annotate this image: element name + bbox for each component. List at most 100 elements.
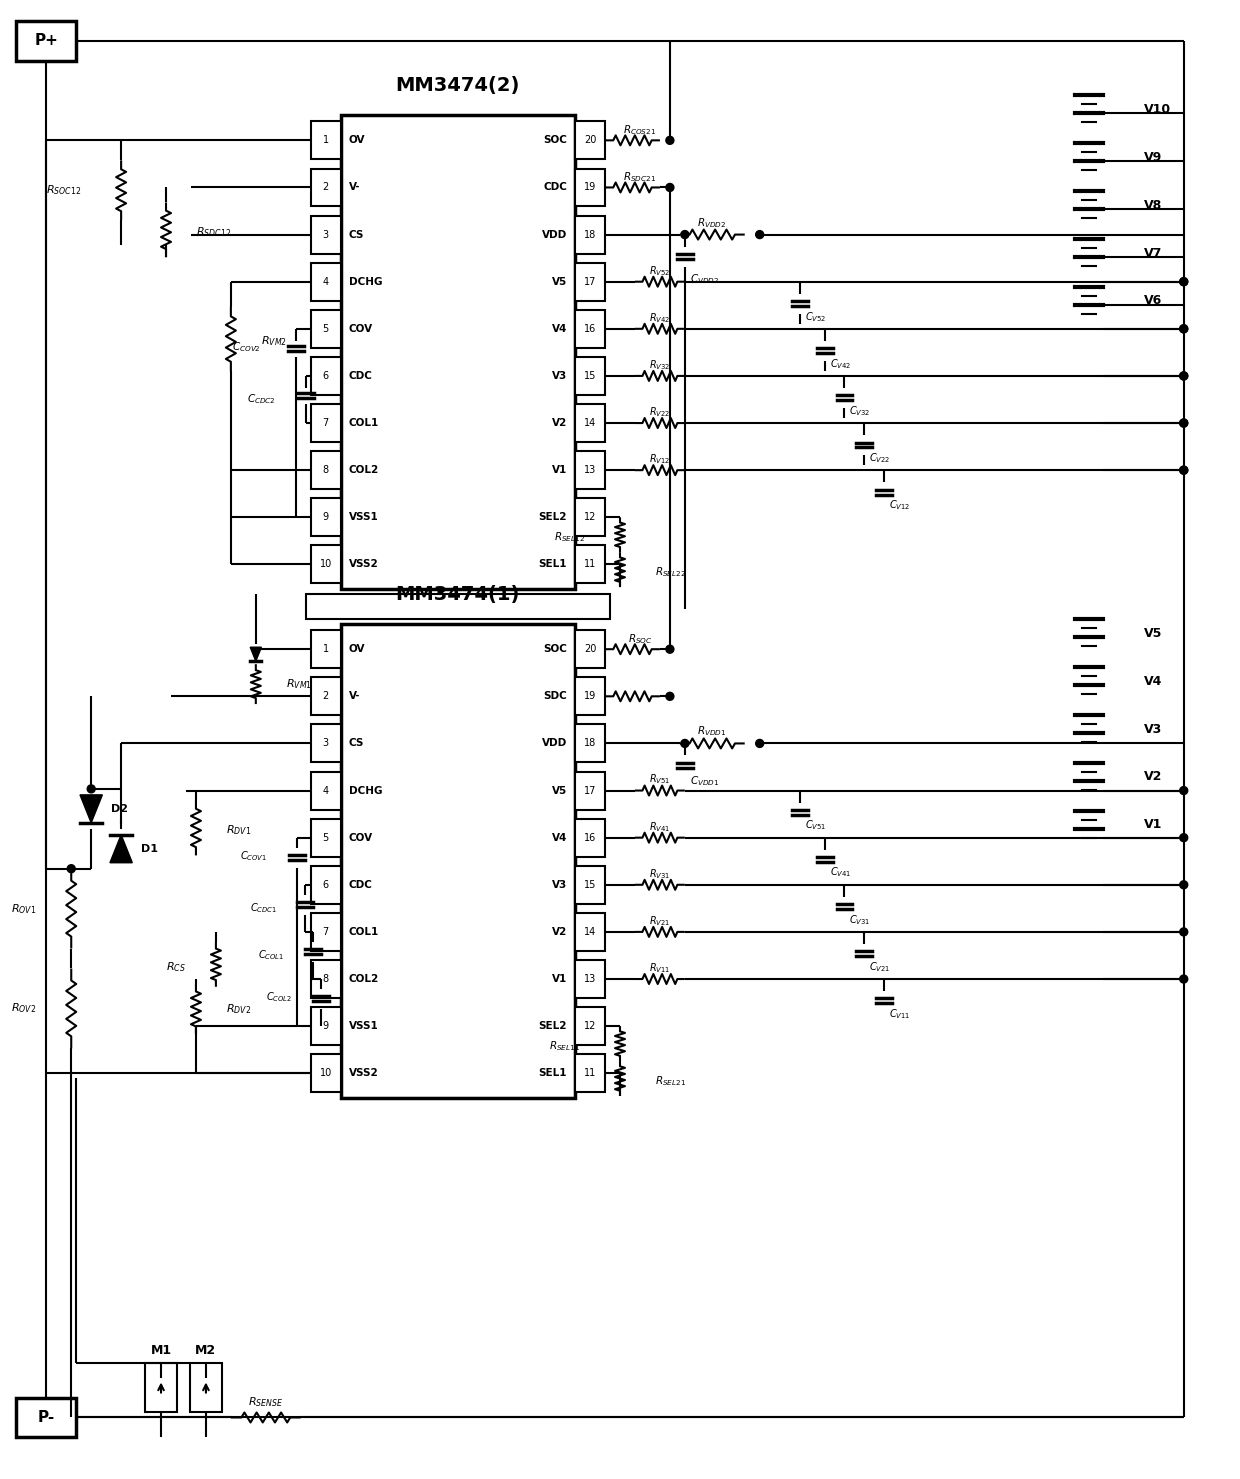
Text: V1: V1 (552, 466, 567, 475)
Text: CS: CS (348, 738, 365, 748)
Polygon shape (250, 648, 262, 661)
Text: 12: 12 (584, 512, 596, 522)
Text: $C_{V22}$: $C_{V22}$ (869, 451, 890, 464)
Text: 1: 1 (322, 645, 329, 654)
Text: SEL2: SEL2 (538, 1021, 567, 1031)
Text: $R_{OV1}$: $R_{OV1}$ (11, 902, 36, 916)
Bar (341, 115, 575, 589)
Text: COL1: COL1 (348, 419, 379, 427)
Text: VDD: VDD (542, 229, 567, 240)
Bar (575, 121, 605, 160)
Text: $C_{COL1}$: $C_{COL1}$ (258, 948, 285, 963)
Text: COV: COV (348, 324, 373, 334)
Text: COL1: COL1 (348, 927, 379, 936)
Bar (16, 1398, 76, 1438)
Text: V-: V- (348, 182, 360, 192)
Text: 2: 2 (322, 182, 329, 192)
Bar (575, 725, 605, 762)
Circle shape (1179, 325, 1188, 333)
Bar (311, 216, 341, 253)
Bar (575, 546, 605, 583)
Text: $R_{SOC12}$: $R_{SOC12}$ (46, 183, 81, 197)
Circle shape (67, 865, 76, 873)
Text: M2: M2 (196, 1344, 217, 1358)
Text: $C_{V21}$: $C_{V21}$ (869, 960, 890, 973)
Text: $R_{SENSE}$: $R_{SENSE}$ (248, 1396, 284, 1409)
Bar (311, 630, 341, 669)
Text: OV: OV (348, 645, 365, 654)
Bar (575, 356, 605, 395)
Text: COV: COV (348, 833, 373, 843)
Text: 13: 13 (584, 466, 596, 475)
Text: $C_{V42}$: $C_{V42}$ (830, 356, 851, 371)
Bar (575, 1007, 605, 1046)
Bar (575, 263, 605, 300)
Text: CS: CS (348, 229, 365, 240)
Text: MM3474(1): MM3474(1) (396, 584, 520, 603)
Text: 1: 1 (322, 136, 329, 145)
Bar (575, 630, 605, 669)
Circle shape (1179, 466, 1188, 475)
Bar (311, 404, 341, 442)
Circle shape (681, 231, 689, 238)
Text: 14: 14 (584, 927, 596, 936)
Text: CDC: CDC (543, 182, 567, 192)
Bar (311, 311, 341, 348)
Bar (575, 311, 605, 348)
Text: $R_{OV2}$: $R_{OV2}$ (11, 1001, 36, 1015)
Text: 7: 7 (322, 927, 329, 936)
Text: 5: 5 (322, 833, 329, 843)
Text: $R_{DV2}$: $R_{DV2}$ (226, 1003, 250, 1016)
Bar (341, 624, 575, 1099)
Text: 5: 5 (322, 324, 329, 334)
Text: $R_{V51}$: $R_{V51}$ (650, 772, 671, 787)
Bar (311, 169, 341, 207)
Bar (311, 1055, 341, 1092)
Text: P+: P+ (35, 33, 58, 49)
Text: 8: 8 (322, 975, 329, 984)
Bar (575, 451, 605, 490)
Text: $R_{V52}$: $R_{V52}$ (650, 263, 671, 278)
Text: $R_{V21}$: $R_{V21}$ (650, 914, 671, 927)
Text: V4: V4 (1143, 674, 1162, 688)
Bar (311, 865, 341, 904)
Bar (311, 451, 341, 490)
Text: V3: V3 (552, 880, 567, 890)
Text: 8: 8 (322, 466, 329, 475)
Text: SEL1: SEL1 (538, 559, 567, 569)
Text: $R_{VDD2}$: $R_{VDD2}$ (697, 216, 727, 229)
Bar (575, 865, 605, 904)
Text: $R_{V22}$: $R_{V22}$ (650, 405, 671, 419)
Bar (575, 772, 605, 809)
Bar (190, 1362, 222, 1412)
Circle shape (1179, 419, 1188, 427)
Bar (311, 263, 341, 300)
Text: DCHG: DCHG (348, 785, 382, 796)
Text: 4: 4 (322, 785, 329, 796)
Circle shape (1179, 466, 1188, 475)
Bar (311, 121, 341, 160)
Text: VSS2: VSS2 (348, 1068, 378, 1078)
Bar (145, 1362, 177, 1412)
Bar (575, 216, 605, 253)
Text: V4: V4 (552, 324, 567, 334)
Text: $C_{V52}$: $C_{V52}$ (805, 309, 826, 324)
Bar (311, 1007, 341, 1046)
Circle shape (1179, 419, 1188, 427)
Circle shape (1179, 278, 1188, 285)
Text: SOC: SOC (543, 136, 567, 145)
Circle shape (666, 183, 673, 191)
Bar (306, 595, 610, 620)
Text: 7: 7 (322, 419, 329, 427)
Text: $C_{V11}$: $C_{V11}$ (889, 1007, 911, 1021)
Text: CDC: CDC (348, 371, 372, 382)
Text: 18: 18 (584, 738, 596, 748)
Bar (575, 677, 605, 716)
Text: 17: 17 (584, 277, 596, 287)
Text: V3: V3 (552, 371, 567, 382)
Text: CDC: CDC (348, 880, 372, 890)
Circle shape (755, 740, 764, 747)
Text: $R_{SEL12}$: $R_{SEL12}$ (554, 531, 585, 544)
Polygon shape (81, 794, 103, 822)
Text: $R_{COS21}$: $R_{COS21}$ (624, 123, 656, 138)
